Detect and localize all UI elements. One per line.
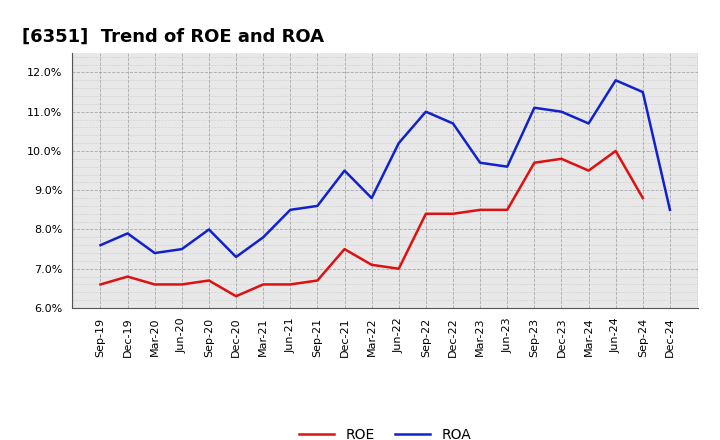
ROA [367,195,376,201]
ROA [259,235,268,240]
ROE [639,195,647,201]
ROA [286,207,294,213]
ROA [395,140,403,146]
Line: ROE: ROE [101,151,643,296]
ROE [584,168,593,173]
ROE [557,156,566,161]
ROA [557,109,566,114]
ROA [584,121,593,126]
ROE [341,246,349,252]
ROA [639,89,647,95]
ROE [232,293,240,299]
ROE [96,282,105,287]
ROA [341,168,349,173]
ROE [178,282,186,287]
ROE [395,266,403,271]
ROE [286,282,294,287]
ROE [367,262,376,268]
ROA [449,121,457,126]
Text: [6351]  Trend of ROE and ROA: [6351] Trend of ROE and ROA [22,28,324,46]
ROE [421,211,430,216]
ROA [150,250,159,256]
Line: ROA: ROA [101,80,670,257]
ROE [123,274,132,279]
ROE [530,160,539,165]
ROE [503,207,511,213]
ROA [313,203,322,209]
ROE [259,282,268,287]
ROE [313,278,322,283]
ROA [421,109,430,114]
ROA [204,227,213,232]
ROA [665,207,674,213]
ROE [449,211,457,216]
Legend: ROE, ROA: ROE, ROA [294,422,477,440]
ROA [178,246,186,252]
ROA [530,105,539,110]
ROA [96,242,105,248]
ROA [232,254,240,260]
ROE [476,207,485,213]
ROA [123,231,132,236]
ROA [476,160,485,165]
ROA [503,164,511,169]
ROE [611,148,620,154]
ROE [204,278,213,283]
ROA [611,77,620,83]
ROE [150,282,159,287]
